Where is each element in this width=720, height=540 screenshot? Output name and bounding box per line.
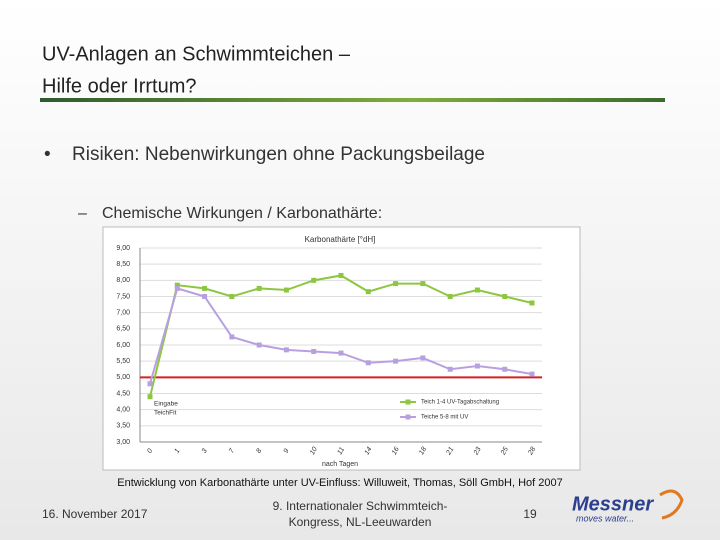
logo-tagline: moves water... [576,513,634,523]
sub-bullet: Chemische Wirkungen / Karbonathärte: [102,205,382,222]
x-tick-label: 14 [364,446,374,456]
caption: Entwicklung von Karbonathärte unter UV-E… [117,477,563,489]
y-tick-label: 8,50 [116,261,130,268]
x-tick-label: 1 [174,448,182,455]
x-tick-label: 25 [500,446,511,457]
data-point [393,358,399,364]
x-tick-label: 0 [146,448,154,455]
footer-event: 9. Internationaler Schwimmteich- [273,499,448,513]
annotation: Eingabe [154,401,178,408]
y-tick-label: 4,00 [116,407,130,414]
x-tick-label: 7 [228,447,237,455]
legend-label: Teiche 5-8 mit UV [421,415,468,421]
x-tick-label: 16 [391,446,401,456]
chart-title: Karbonathärte [°dH] [305,235,376,244]
footer-event: Kongress, NL-Leeuwarden [289,515,432,529]
logo: Messner [572,493,654,515]
slide-title: UV-Anlagen an Schwimmteichen – [42,43,351,65]
bullet-marker: • [44,144,51,165]
x-tick-label: 10 [309,446,319,456]
data-point [447,294,453,299]
data-point [174,285,180,291]
y-tick-label: 3,50 [116,423,130,430]
data-point [147,394,153,400]
x-axis-label: nach Tagen [322,461,358,468]
data-point [229,334,235,340]
data-point [202,294,208,299]
x-tick-label: 9 [283,448,291,455]
y-tick-label: 5,00 [116,374,130,381]
chart-frame [102,226,581,471]
y-tick-label: 7,50 [116,293,130,300]
data-point [474,287,480,293]
data-point [174,282,180,288]
x-tick-label: 28 [527,446,538,457]
data-point [393,281,399,287]
sub-bullet-marker: – [78,205,87,222]
data-point [529,300,535,306]
x-tick-label: 18 [418,446,428,456]
data-point [283,347,289,353]
legend-marker [405,414,411,420]
y-tick-label: 3,00 [116,439,130,446]
data-point [447,366,453,372]
data-point [502,294,508,299]
legend-marker [405,399,411,405]
y-tick-label: 6,00 [116,342,130,349]
y-tick-label: 9,00 [116,245,130,252]
y-tick-label: 6,50 [116,326,130,333]
x-tick-label: 11 [336,446,346,456]
title-underline [40,98,665,102]
footer-date: 16. November 2017 [42,507,148,521]
x-tick-label: 8 [255,448,263,455]
legend-label: Teich 1-4 UV-Tagabschaltung [421,400,499,406]
page-number: 19 [523,507,537,521]
y-tick-label: 8,00 [116,277,130,284]
data-point [338,350,344,356]
data-point [365,360,371,366]
logo-swoosh [659,489,684,520]
annotation: TeichFit [154,410,177,417]
data-point [202,285,208,291]
data-point [283,287,289,293]
x-tick-label: 21 [445,446,456,457]
slide-title: Hilfe oder Irrtum? [42,75,197,97]
y-tick-label: 7,00 [116,310,130,317]
y-tick-label: 4,50 [116,390,130,397]
data-point [365,289,371,295]
data-point [229,294,235,299]
data-point [147,381,153,387]
data-point [256,342,262,348]
data-point [338,272,344,278]
x-tick-label: 23 [472,446,483,457]
data-point [420,355,426,361]
chart: Karbonathärte [°dH] 3,00 3,50 4,00 4,50 5,00 5… [116,235,542,468]
y-tick-label: 5,50 [116,358,130,365]
data-point [502,366,508,372]
data-point [256,285,262,291]
x-tick-label: 3 [201,448,209,455]
data-point [474,363,480,369]
data-point [529,371,535,377]
bullet: Risiken: Nebenwirkungen ohne Packungsbei… [72,144,485,165]
data-point [311,348,317,354]
data-point [420,281,426,287]
data-point [311,277,317,283]
